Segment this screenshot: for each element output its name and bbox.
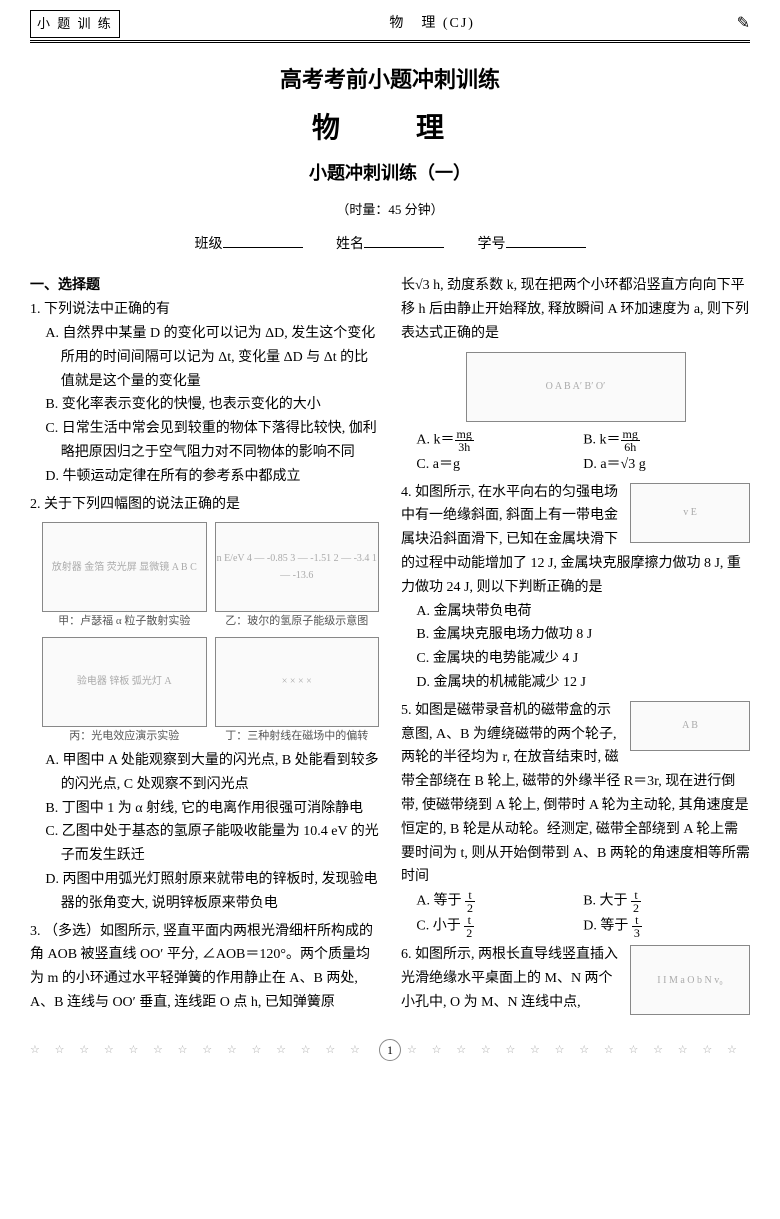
page-footer: ☆ ☆ ☆ ☆ ☆ ☆ ☆ ☆ ☆ ☆ ☆ ☆ ☆ ☆ ☆ 1 ☆ ☆ ☆ ☆ … [30,1039,750,1061]
q3-stem-b: 长√3 h, 劲度系数 k, 现在把两个小环都沿竖直方向向下平移 h 后由静止开… [401,274,750,345]
q3-a-den: 3h [455,441,474,453]
q3-b-pre: B. k＝ [583,432,620,447]
q4-opt-a: A. 金属块带负电荷 [416,600,750,624]
q4-figure: v E [630,483,750,543]
student-info-line: 班级 姓名 学号 [30,231,750,257]
q2-opt-c: C. 乙图中处于基态的氢原子能吸收能量为 10.4 eV 的光子而发生跃迁 [45,820,379,868]
page-header: 小 题 训 练 物 理 (CJ) ✎ [30,10,750,43]
footer-stars-right: ☆ ☆ ☆ ☆ ☆ ☆ ☆ ☆ ☆ ☆ ☆ ☆ ☆ ☆ ☆ [407,1041,750,1060]
q5-c-pre: C. 小于 [416,919,464,934]
q3-a-pre: A. k＝ [416,432,454,447]
class-label: 班级 [195,237,223,252]
q5-d-pre: D. 等于 [583,919,632,934]
q4-opt-d: D. 金属块的机械能减少 12 J [416,671,750,695]
page-number: 1 [379,1039,401,1061]
section-heading: 一、选择题 [30,274,379,298]
q2-fig-c-box: 验电器 锌板 弧光灯 A [42,637,207,727]
q5-figure: A B [630,701,750,751]
question-6: I I M a O b N v₀ 6. 如图所示, 两根长直导线竖直插入光滑绝缘… [401,943,750,1017]
q3-a-num: mg [455,428,474,441]
q4-opt-b: B. 金属块克服电场力做功 8 J [416,623,750,647]
q2-fig-c-caption: 丙：光电效应演示实验 [42,729,207,743]
subtitle: 小题冲刺训练（一） [30,158,750,189]
q2-opt-d: D. 丙图中用弧光灯照射原来就带电的锌板时, 发现验电器的张角变大, 说明锌板原… [45,868,379,916]
class-blank[interactable] [223,231,303,248]
q2-fig-b-caption: 乙：玻尔的氢原子能级示意图 [215,614,380,628]
q3-opt-b: B. k＝mg6h [583,428,750,453]
q2-fig-b: n E/eV 4 — -0.85 3 — -1.51 2 — -3.4 1 — … [215,522,380,628]
q2-stem: 2. 关于下列四幅图的说法正确的是 [30,493,379,517]
q3-b-den: 6h [621,441,640,453]
footer-stars-left: ☆ ☆ ☆ ☆ ☆ ☆ ☆ ☆ ☆ ☆ ☆ ☆ ☆ ☆ ☆ [30,1041,373,1060]
q2-fig-d-box: × × × × [215,637,380,727]
pencil-icon: ✎ [737,10,750,37]
q6-figure: I I M a O b N v₀ [630,945,750,1015]
q1-opt-d: D. 牛顿运动定律在所有的参考系中都成立 [45,465,379,489]
q5-opt-b: B. 大于 t2 [583,889,750,914]
name-blank[interactable] [364,231,444,248]
q2-fig-a-caption: 甲：卢瑟福 α 粒子散射实验 [42,614,207,628]
id-label: 学号 [478,237,506,252]
q2-fig-d-caption: 丁：三种射线在磁场中的偏转 [215,729,380,743]
q1-opt-b: B. 变化率表示变化的快慢, 也表示变化的大小 [45,393,379,417]
q3-opt-d: D. a＝√3 g [583,453,750,477]
q3-opt-c: C. a＝g [416,453,583,477]
q2-opt-a: A. 甲图中 A 处能观察到大量的闪光点, B 处能看到较多的闪光点, C 处观… [45,749,379,797]
header-box: 小 题 训 练 [30,10,120,38]
q2-fig-d: × × × × 丁：三种射线在磁场中的偏转 [215,637,380,743]
q5-opt-c: C. 小于 t2 [416,914,583,939]
question-4: v E 4. 如图所示, 在水平向右的匀强电场中有一绝缘斜面, 斜面上有一带电金… [401,481,750,695]
q5-opt-d: D. 等于 t3 [583,914,750,939]
name-label: 姓名 [336,237,364,252]
q3-opt-a: A. k＝mg3h [416,428,583,453]
q5-c-den: 2 [464,927,474,939]
question-5: A B 5. 如图是磁带录音机的磁带盒的示意图, A、B 为缠绕磁带的两个轮子,… [401,699,750,939]
q5-a-pre: A. 等于 [416,894,465,909]
q2-fig-b-box: n E/eV 4 — -0.85 3 — -1.51 2 — -3.4 1 — … [215,522,380,612]
question-3b: 长√3 h, 劲度系数 k, 现在把两个小环都沿竖直方向向下平移 h 后由静止开… [401,274,750,476]
q2-fig-a: 放射器 金箔 荧光屏 显微镜 A B C 甲：卢瑟福 α 粒子散射实验 [42,522,207,628]
q4-opt-c: C. 金属块的电势能减少 4 J [416,647,750,671]
q2-fig-a-box: 放射器 金箔 荧光屏 显微镜 A B C [42,522,207,612]
question-3a: 3. （多选）如图所示, 竖直平面内两根光滑细杆所构成的角 AOB 被竖直线 O… [30,920,379,1015]
q2-opt-b: B. 丁图中 1 为 α 射线, 它的电离作用很强可消除静电 [45,797,379,821]
q1-stem: 1. 下列说法中正确的有 [30,298,379,322]
header-subject: 物 理 (CJ) [128,12,737,36]
q5-b-pre: B. 大于 [583,894,631,909]
q2-figure-grid: 放射器 金箔 荧光屏 显微镜 A B C 甲：卢瑟福 α 粒子散射实验 n E/… [42,522,379,743]
left-column: 一、选择题 1. 下列说法中正确的有 A. 自然界中某量 D 的变化可以记为 Δ… [30,274,379,1021]
time-limit: （时量：45 分钟） [30,199,750,221]
q3-b-num: mg [621,428,640,441]
q5-opt-a: A. 等于 t2 [416,889,583,914]
q1-opt-c: C. 日常生活中常会见到较重的物体下落得比较快, 伽利略把原因归之于空气阻力对不… [45,417,379,465]
right-column: 长√3 h, 劲度系数 k, 现在把两个小环都沿竖直方向向下平移 h 后由静止开… [401,274,750,1021]
q5-d-den: 3 [632,927,642,939]
q3-stem-a: 3. （多选）如图所示, 竖直平面内两根光滑细杆所构成的角 AOB 被竖直线 O… [30,920,379,1015]
question-1: 1. 下列说法中正确的有 A. 自然界中某量 D 的变化可以记为 ΔD, 发生这… [30,298,379,488]
main-title: 高考考前小题冲刺训练 [30,61,750,98]
q2-fig-c: 验电器 锌板 弧光灯 A 丙：光电效应演示实验 [42,637,207,743]
q3-figure: O A B A′ B′ O′ [466,352,686,422]
subject-title: 物 理 [30,104,750,152]
question-2: 2. 关于下列四幅图的说法正确的是 放射器 金箔 荧光屏 显微镜 A B C 甲… [30,493,379,916]
q1-opt-a: A. 自然界中某量 D 的变化可以记为 ΔD, 发生这个变化所用的时间间隔可以记… [45,322,379,393]
id-blank[interactable] [506,231,586,248]
